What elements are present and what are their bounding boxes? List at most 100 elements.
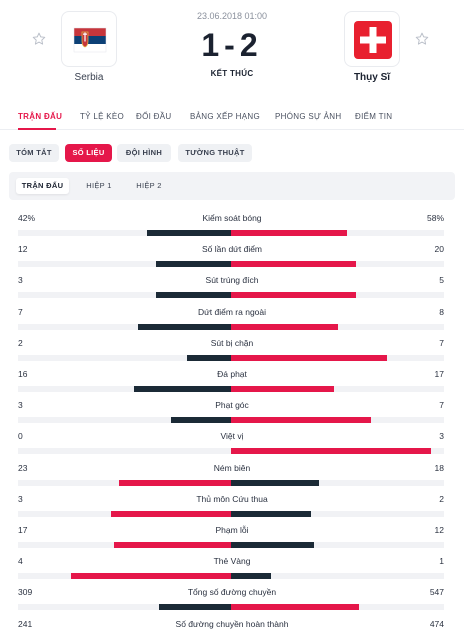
tab-news[interactable]: ĐIỂM TIN xyxy=(355,112,393,121)
stat-home-value: 241 xyxy=(18,618,33,629)
stat-home-value: 4 xyxy=(18,556,23,567)
stat-label: Số lần dứt điểm xyxy=(201,244,263,255)
main-tab-bar: TRẬN ĐẤU TỶ LỆ KÈO ĐỐI ĐẦU BẢNG XẾP HẠNG… xyxy=(0,104,464,130)
stat-bar-track xyxy=(18,354,444,361)
stat-home-value: 42% xyxy=(18,213,36,223)
away-team-name[interactable]: Thụy Sĩ xyxy=(353,72,391,83)
stat-away-value: 17 xyxy=(434,369,444,379)
serbia-flag-logo[interactable] xyxy=(61,11,117,67)
stat-away-bar xyxy=(231,542,314,548)
stat-home-bar xyxy=(134,386,231,392)
stat-away-value: 12 xyxy=(434,525,444,535)
stat-label: Đá phạt xyxy=(217,369,247,379)
stat-home-value: 2 xyxy=(18,337,23,348)
stat-away-value: 7 xyxy=(439,400,444,411)
stat-row: 2 Sút bị chặn 7 xyxy=(0,337,464,367)
stat-row: 17 Phạm lỗi 12 xyxy=(0,524,464,554)
stat-away-bar xyxy=(231,448,431,455)
stat-away-value: 18 xyxy=(434,462,444,473)
favorite-star-icon[interactable] xyxy=(414,31,430,47)
stat-away-bar xyxy=(231,573,271,580)
tab-match[interactable]: TRẬN ĐẤU xyxy=(18,112,63,121)
period-tab-first-half[interactable]: HIỆP 1 xyxy=(86,181,112,190)
match-date: 23.06.2018 01:00 xyxy=(196,11,268,21)
stat-home-bar xyxy=(71,573,231,580)
stat-bar-track xyxy=(18,542,444,548)
stat-row: 309 Tổng số đường chuyền 547 xyxy=(0,586,464,616)
match-status: KẾT THÚC xyxy=(210,69,254,78)
stat-label: Ném biên xyxy=(213,462,251,473)
stat-home-bar xyxy=(156,261,231,268)
stat-row: 23 Ném biên 18 xyxy=(0,462,464,492)
stat-bar-track xyxy=(18,386,444,392)
favorite-star-icon[interactable] xyxy=(31,31,47,47)
period-selector: TRẬN ĐẤU HIỆP 1 HIỆP 2 xyxy=(9,172,455,200)
stat-home-bar xyxy=(147,230,231,236)
stat-bar-track xyxy=(18,261,444,268)
stat-away-value: 1 xyxy=(439,556,444,567)
stat-away-value: 58% xyxy=(426,213,444,223)
stat-home-bar xyxy=(111,510,231,517)
stat-away-value: 8 xyxy=(439,306,444,317)
stat-home-bar xyxy=(159,604,231,611)
stat-row: 4 Thẻ Vàng 1 xyxy=(0,555,464,585)
stat-row: 3 Thủ môn Cứu thua 2 xyxy=(0,493,464,523)
stat-row: 7 Dứt điểm ra ngoài 8 xyxy=(0,306,464,336)
stat-label: Việt vị xyxy=(220,431,244,442)
stat-label: Thẻ Vàng xyxy=(213,556,251,567)
subtab-lineups[interactable]: ĐỘI HÌNH xyxy=(117,144,171,162)
stat-home-bar xyxy=(119,479,231,486)
stat-away-bar xyxy=(231,261,356,268)
period-tab-full-match[interactable]: TRẬN ĐẤU xyxy=(16,178,69,194)
home-team-name[interactable]: Serbia xyxy=(74,72,104,83)
stat-label: Dứt điểm ra ngoài xyxy=(197,306,267,317)
stat-home-value: 3 xyxy=(18,400,23,411)
stat-away-bar xyxy=(231,323,338,330)
stat-home-value: 3 xyxy=(18,493,23,504)
stat-away-bar xyxy=(231,479,319,486)
stat-away-value: 7 xyxy=(439,337,444,348)
stat-label: Sút bị chặn xyxy=(210,337,254,348)
stat-label: Kiểm soát bóng xyxy=(202,213,262,223)
active-tab-indicator xyxy=(18,128,56,130)
stat-row: 12 Số lần dứt điểm 20 xyxy=(0,243,464,273)
stat-bar-track xyxy=(18,479,444,486)
stat-row: 241 Số đường chuyền hoàn thành 474 xyxy=(0,618,464,634)
stat-label: Phạm lỗi xyxy=(215,525,249,535)
stat-away-bar xyxy=(231,604,359,611)
stat-home-value: 12 xyxy=(18,244,28,255)
stat-bar-track xyxy=(18,292,444,299)
stat-home-value: 17 xyxy=(18,525,28,535)
stat-row: 42% Kiểm soát bóng 58% xyxy=(0,212,464,242)
stat-away-value: 547 xyxy=(429,587,444,598)
tab-head-to-head[interactable]: ĐỐI ĐẦU xyxy=(136,112,172,121)
subtab-statistics[interactable]: SỐ LIỆU xyxy=(65,144,112,162)
stat-home-value: 0 xyxy=(18,431,23,442)
stat-away-bar xyxy=(231,354,387,361)
stat-away-value: 3 xyxy=(439,431,444,442)
subtab-summary[interactable]: TÓM TẮT xyxy=(9,144,59,162)
stat-label: Thủ môn Cứu thua xyxy=(196,493,268,504)
stat-away-bar xyxy=(231,230,347,236)
tab-photo-report[interactable]: PHÓNG SỰ ẢNH xyxy=(275,112,342,121)
stat-row: 3 Sút trúng đích 5 xyxy=(0,274,464,304)
stat-away-bar xyxy=(231,386,334,392)
stat-home-value: 23 xyxy=(18,462,28,473)
stat-home-bar xyxy=(114,542,231,548)
tab-standings[interactable]: BẢNG XẾP HẠNG xyxy=(190,112,260,121)
subtab-commentary[interactable]: TƯỜNG THUẬT xyxy=(178,144,252,162)
stat-home-bar xyxy=(156,292,231,299)
stat-home-value: 16 xyxy=(18,369,28,379)
tab-odds[interactable]: TỶ LỆ KÈO xyxy=(80,112,125,121)
stat-bar-track xyxy=(18,417,444,424)
switzerland-flag-logo[interactable] xyxy=(344,11,400,67)
stat-bar-track xyxy=(18,604,444,611)
stat-home-value: 7 xyxy=(18,306,23,317)
stat-away-bar xyxy=(231,417,371,424)
stat-row: 3 Phạt góc 7 xyxy=(0,399,464,429)
stat-row: 16 Đá phạt 17 xyxy=(0,368,464,398)
stat-row: 0 Việt vị 3 xyxy=(0,430,464,460)
period-tab-second-half[interactable]: HIỆP 2 xyxy=(136,181,162,190)
stat-home-bar xyxy=(171,417,231,424)
